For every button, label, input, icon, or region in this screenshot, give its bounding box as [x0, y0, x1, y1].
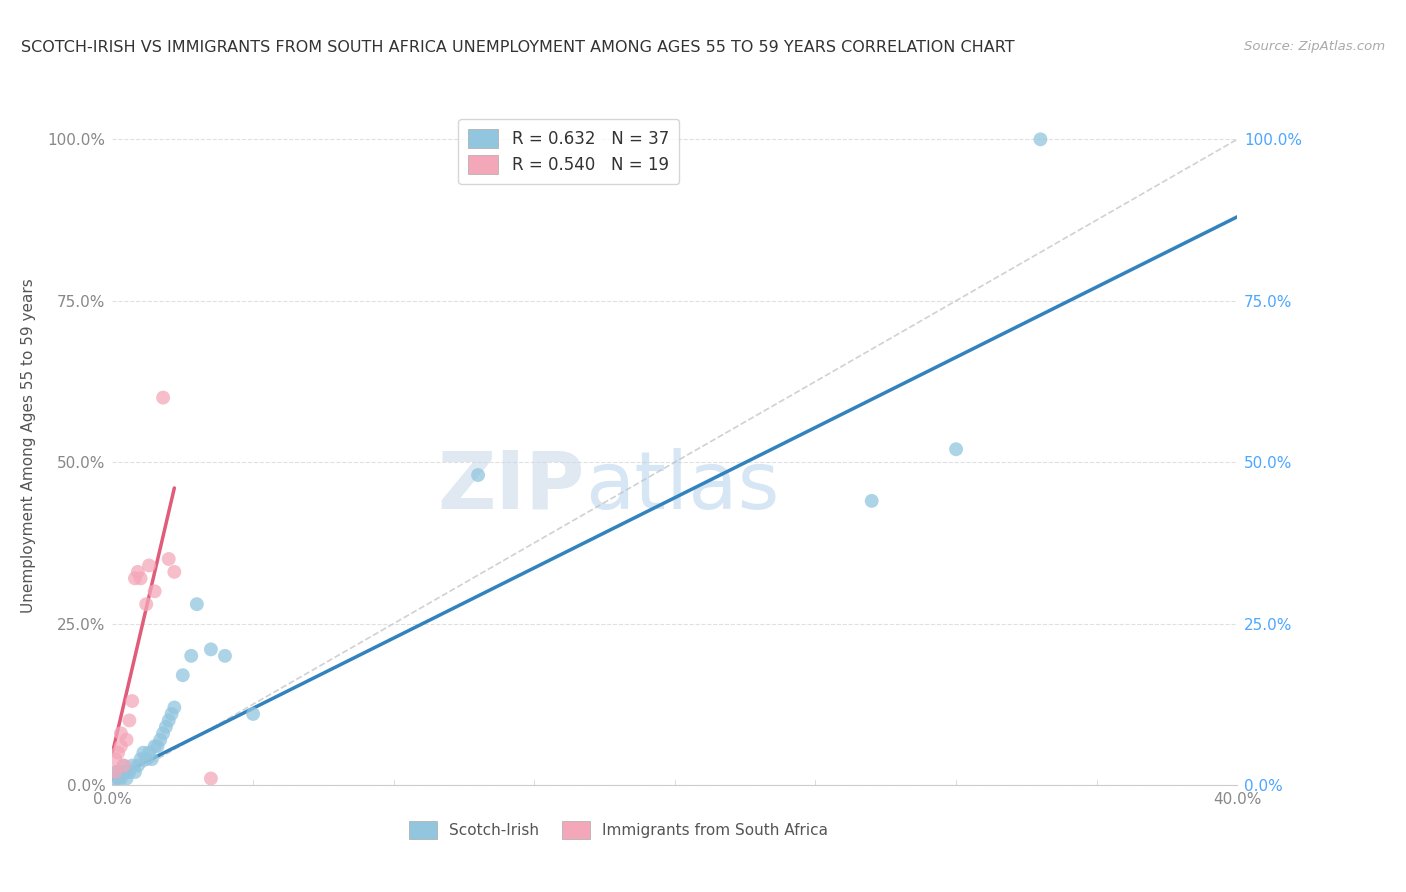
- Point: [467, 468, 489, 483]
- Point: [138, 558, 160, 573]
- Point: [163, 565, 186, 579]
- Point: [110, 765, 132, 780]
- Point: [110, 739, 132, 754]
- Text: SCOTCH-IRISH VS IMMIGRANTS FROM SOUTH AFRICA UNEMPLOYMENT AMONG AGES 55 TO 59 YE: SCOTCH-IRISH VS IMMIGRANTS FROM SOUTH AF…: [21, 40, 1015, 55]
- Point: [129, 571, 152, 585]
- Point: [107, 765, 129, 780]
- Point: [152, 726, 174, 740]
- Y-axis label: Unemployment Among Ages 55 to 59 years: Unemployment Among Ages 55 to 59 years: [21, 278, 37, 614]
- Point: [172, 668, 194, 682]
- Point: [129, 752, 152, 766]
- Point: [242, 706, 264, 721]
- Point: [200, 642, 222, 657]
- Point: [186, 597, 208, 611]
- Point: [104, 765, 127, 780]
- Point: [214, 648, 236, 663]
- Point: [143, 584, 166, 599]
- Point: [200, 772, 222, 786]
- Point: [110, 772, 132, 786]
- Point: [115, 732, 138, 747]
- Point: [118, 714, 141, 728]
- Legend: Scotch-Irish, Immigrants from South Africa: Scotch-Irish, Immigrants from South Afri…: [404, 815, 834, 845]
- Point: [860, 494, 883, 508]
- Point: [115, 765, 138, 780]
- Point: [1029, 132, 1052, 146]
- Point: [135, 597, 157, 611]
- Point: [141, 752, 163, 766]
- Point: [124, 765, 146, 780]
- Point: [160, 706, 183, 721]
- Point: [107, 772, 129, 786]
- Point: [157, 714, 180, 728]
- Point: [118, 765, 141, 780]
- Point: [127, 758, 149, 772]
- Point: [104, 772, 127, 786]
- Point: [127, 565, 149, 579]
- Point: [135, 752, 157, 766]
- Point: [112, 758, 135, 772]
- Text: Source: ZipAtlas.com: Source: ZipAtlas.com: [1244, 40, 1385, 54]
- Point: [104, 752, 127, 766]
- Point: [132, 746, 155, 760]
- Point: [143, 739, 166, 754]
- Point: [124, 571, 146, 585]
- Point: [138, 746, 160, 760]
- Point: [104, 765, 127, 780]
- Point: [121, 758, 143, 772]
- Point: [152, 391, 174, 405]
- Point: [945, 442, 967, 457]
- Text: ZIP: ZIP: [437, 448, 585, 525]
- Point: [112, 758, 135, 772]
- Point: [107, 746, 129, 760]
- Point: [110, 726, 132, 740]
- Point: [149, 732, 172, 747]
- Point: [180, 648, 202, 663]
- Point: [115, 772, 138, 786]
- Point: [155, 720, 177, 734]
- Point: [163, 700, 186, 714]
- Point: [146, 739, 169, 754]
- Point: [157, 552, 180, 566]
- Point: [112, 765, 135, 780]
- Text: atlas: atlas: [585, 448, 779, 525]
- Point: [121, 694, 143, 708]
